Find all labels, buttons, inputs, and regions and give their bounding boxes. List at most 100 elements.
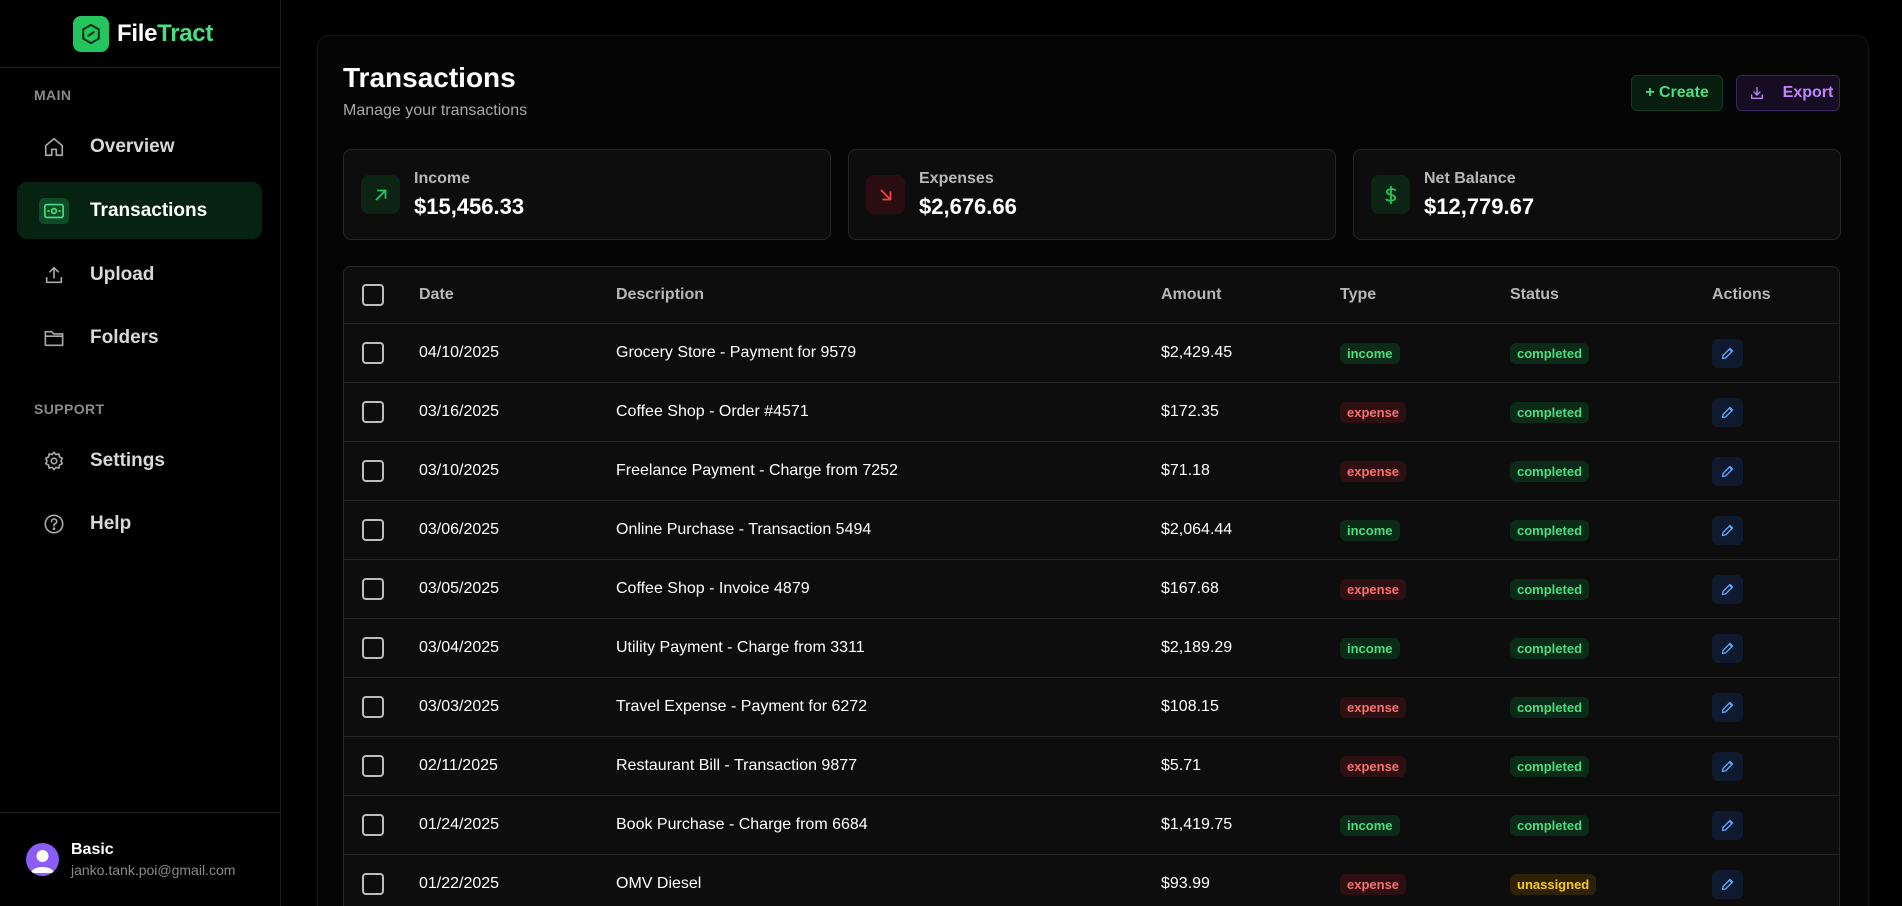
table-row[interactable]: 04/10/2025 Grocery Store - Payment for 95… [344, 324, 1839, 383]
row-checkbox[interactable] [362, 696, 384, 718]
cell-date: 03/10/2025 [419, 462, 500, 479]
edit-button[interactable] [1712, 456, 1743, 486]
edit-button[interactable] [1712, 751, 1743, 781]
sidebar-item-label: Transactions [90, 199, 208, 221]
status-badge: completed [1510, 342, 1590, 364]
arrow-up-right-icon [361, 175, 400, 214]
export-button[interactable]: Export [1736, 75, 1840, 111]
page-title: Transactions [343, 62, 516, 93]
type-badge: expense [1340, 696, 1407, 718]
cell-date: 01/24/2025 [419, 816, 500, 833]
edit-button[interactable] [1712, 869, 1743, 899]
pencil-icon [1720, 523, 1735, 538]
sidebar-item-help[interactable]: Help [17, 495, 262, 552]
brand-name: FileTract [117, 19, 214, 47]
table-row[interactable]: 03/16/2025 Coffee Shop - Order #4571 $172.… [344, 383, 1839, 442]
status-badge: completed [1510, 814, 1590, 836]
row-checkbox[interactable] [362, 401, 384, 423]
sidebar-item-settings[interactable]: Settings [17, 432, 262, 489]
row-checkbox[interactable] [362, 460, 384, 482]
row-checkbox[interactable] [362, 578, 384, 600]
cell-amount: $93.99 [1161, 875, 1210, 892]
type-badge: expense [1340, 578, 1407, 600]
type-badge: income [1340, 814, 1400, 836]
pencil-icon [1720, 582, 1735, 597]
column-header-status[interactable]: Status [1510, 286, 1559, 303]
status-badge: completed [1510, 637, 1590, 659]
sidebar-item-upload[interactable]: Upload [17, 246, 262, 303]
cell-amount: $2,429.45 [1161, 344, 1233, 361]
sidebar-item-label: Settings [90, 449, 165, 471]
select-all-checkbox[interactable] [362, 284, 384, 306]
cell-amount: $5.71 [1161, 757, 1202, 774]
stat-card-expenses: Expenses $2,676.66 [848, 149, 1336, 240]
user-profile[interactable]: Basic janko.tank.poi@gmail.com [0, 812, 281, 906]
type-badge: income [1340, 342, 1400, 364]
sidebar-item-overview[interactable]: Overview [17, 118, 262, 175]
arrow-down-right-icon [866, 175, 905, 214]
edit-button[interactable] [1712, 633, 1743, 663]
table-row[interactable]: 02/11/2025 Restaurant Bill - Transaction … [344, 737, 1839, 796]
edit-button[interactable] [1712, 810, 1743, 840]
cell-description: Book Purchase - Charge from 6684 [616, 816, 868, 833]
cell-description: Freelance Payment - Charge from 7252 [616, 462, 898, 479]
stat-value: $12,779.67 [1424, 193, 1535, 219]
status-badge: completed [1510, 578, 1590, 600]
cell-date: 03/16/2025 [419, 403, 500, 420]
type-badge: expense [1340, 460, 1407, 482]
pencil-icon [1720, 346, 1735, 361]
row-checkbox[interactable] [362, 637, 384, 659]
table-row[interactable]: 03/10/2025 Freelance Payment - Charge fro… [344, 442, 1839, 501]
cell-date: 04/10/2025 [419, 344, 500, 361]
table-row[interactable]: 03/04/2025 Utility Payment - Charge from … [344, 619, 1839, 678]
edit-button[interactable] [1712, 397, 1743, 427]
page-subtitle: Manage your transactions [343, 102, 528, 119]
status-badge: completed [1510, 460, 1590, 482]
brand-logo[interactable]: FileTract [0, 0, 280, 68]
avatar [26, 843, 59, 876]
column-header-date[interactable]: Date [419, 286, 454, 303]
banknote-icon [39, 197, 69, 224]
cell-description: Online Purchase - Transaction 5494 [616, 521, 872, 538]
cell-description: Coffee Shop - Invoice 4879 [616, 580, 810, 597]
stat-value: $2,676.66 [919, 193, 1017, 219]
row-checkbox[interactable] [362, 519, 384, 541]
table-row[interactable]: 01/22/2025 OMV Diesel $93.99 expense unassig… [344, 855, 1839, 906]
row-checkbox[interactable] [362, 755, 384, 777]
edit-button[interactable] [1712, 338, 1743, 368]
row-checkbox[interactable] [362, 814, 384, 836]
column-header-type[interactable]: Type [1340, 286, 1377, 303]
stat-card-income: Income $15,456.33 [343, 149, 831, 240]
cell-amount: $2,064.44 [1161, 521, 1233, 538]
edit-button[interactable] [1712, 692, 1743, 722]
edit-button[interactable] [1712, 515, 1743, 545]
table-row[interactable]: 01/24/2025 Book Purchase - Charge from 66… [344, 796, 1839, 855]
cell-date: 03/05/2025 [419, 580, 500, 597]
dollar-icon [1371, 175, 1410, 214]
edit-button[interactable] [1712, 574, 1743, 604]
column-header-amount[interactable]: Amount [1161, 286, 1222, 303]
type-badge: expense [1340, 873, 1407, 895]
help-circle-icon [41, 511, 67, 537]
type-badge: expense [1340, 755, 1407, 777]
column-header-description[interactable]: Description [616, 286, 705, 303]
table-row[interactable]: 03/05/2025 Coffee Shop - Invoice 4879 $167… [344, 560, 1839, 619]
pencil-icon [1720, 700, 1735, 715]
cell-amount: $1,419.75 [1161, 816, 1233, 833]
status-badge: completed [1510, 755, 1590, 777]
table-row[interactable]: 03/03/2025 Travel Expense - Payment for 6… [344, 678, 1839, 737]
status-badge: completed [1510, 696, 1590, 718]
sidebar-item-transactions[interactable]: Transactions [17, 182, 262, 239]
create-button[interactable]: + Create [1631, 75, 1723, 111]
gear-icon [41, 448, 67, 474]
cell-amount: $167.68 [1161, 580, 1219, 597]
table-row[interactable]: 03/06/2025 Online Purchase - Transaction … [344, 501, 1839, 560]
column-header-actions: Actions [1712, 286, 1771, 303]
row-checkbox[interactable] [362, 342, 384, 364]
row-checkbox[interactable] [362, 873, 384, 895]
sidebar: FileTract MAIN Overview Transactions Upl… [0, 0, 281, 906]
cell-date: 03/06/2025 [419, 521, 500, 538]
status-badge: unassigned [1510, 873, 1597, 895]
cell-date: 03/04/2025 [419, 639, 500, 656]
sidebar-item-folders[interactable]: Folders [17, 309, 262, 366]
